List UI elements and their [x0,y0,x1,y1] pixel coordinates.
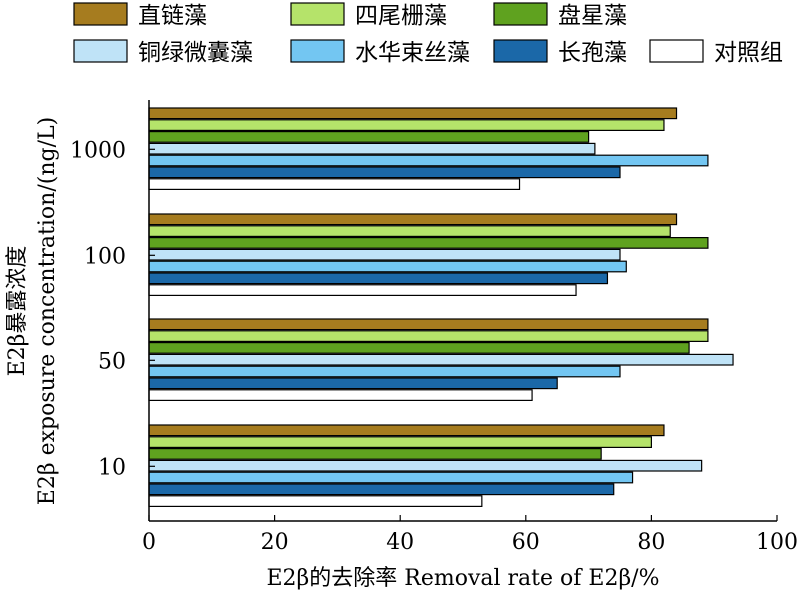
x-tick-label: 40 [386,530,414,555]
bar [149,132,589,143]
legend-label: 铜绿微囊藻 [138,40,253,66]
bar [149,167,620,178]
bar [149,472,633,483]
x-axis-label: E2β的去除率 Removal rate of E2β/% [267,566,660,591]
bar [149,155,708,166]
legend-label: 对照组 [714,40,783,66]
bar [149,143,595,154]
x-tick-label: 60 [512,530,540,555]
y-ticks: 1000 100 50 10 [70,138,155,480]
y-tick-label: 100 [84,244,126,269]
bar [149,226,670,237]
y-axis-label-line1: E2β暴露浓度 [5,246,30,377]
bar [149,214,677,225]
x-tick-label: 20 [261,530,289,555]
legend-swatch [494,40,547,62]
bar [149,437,651,448]
bar [149,496,482,507]
legend-swatch [74,3,127,25]
x-tick-label: 0 [142,530,156,555]
bar [149,366,620,377]
bar [149,120,664,131]
bar [149,354,733,365]
bar [149,390,532,401]
y-axis-label-line2: E2β exposure concentration/(ng/L) [35,117,60,505]
bar [149,261,626,272]
bar [149,484,614,495]
legend-swatch [74,40,127,62]
bar [149,425,664,436]
bar [149,331,708,342]
y-axis-label: E2β暴露浓度 E2β exposure concentration/(ng/L… [5,117,60,505]
bar [149,285,576,296]
bar [149,319,708,330]
bar [149,449,601,460]
bar [149,343,689,354]
x-tick-label: 80 [637,530,665,555]
legend-label: 长孢藻 [558,40,627,66]
bar [149,108,677,119]
legend-swatch [494,3,547,25]
legend-swatch [291,3,344,25]
bar [149,460,702,471]
bar [149,378,557,389]
legend-label: 四尾栅藻 [355,3,447,29]
bar [149,238,708,249]
legend-swatch [291,40,344,62]
legend-label: 直链藻 [138,3,207,29]
y-tick-label: 10 [98,455,126,480]
y-tick-label: 50 [98,349,126,374]
legend-label: 水华束丝藻 [355,40,470,66]
x-tick-label: 100 [756,530,798,555]
y-tick-label: 1000 [70,138,126,163]
legend-swatch [650,40,703,62]
bar [149,249,620,260]
bar-chart: 直链藻 四尾栅藻 盘星藻铜绿微囊藻 水华束丝藻 长孢藻 对照组 0 20 40 60 80 100 … [0,0,800,597]
legend-label: 盘星藻 [558,3,627,29]
bar [149,273,607,284]
bar [149,179,520,190]
bars [149,108,733,506]
